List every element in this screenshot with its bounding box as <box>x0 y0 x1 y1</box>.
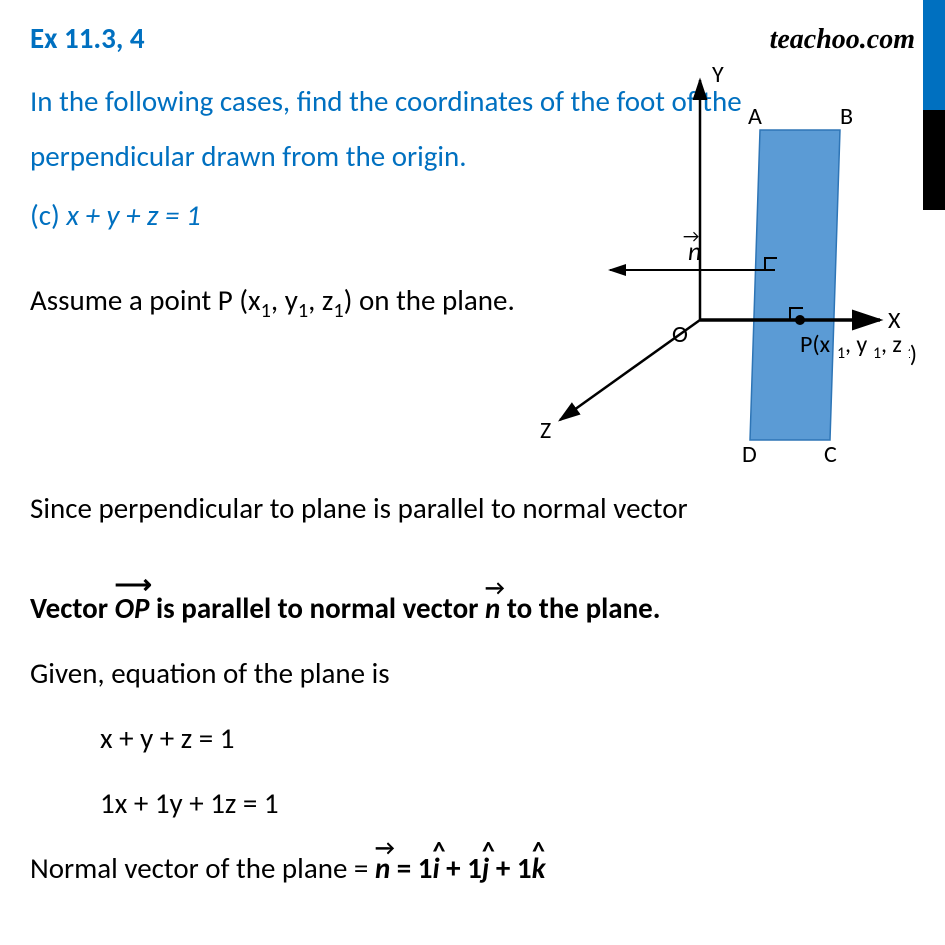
vec-n: n <box>485 581 500 636</box>
brand-logo: teachoo.com <box>770 24 915 56</box>
part-label: (c) <box>30 197 66 233</box>
label-z: Z <box>540 416 551 445</box>
point-p <box>795 315 805 325</box>
label-c: C <box>824 440 837 469</box>
exercise-title: Ex 11.3, 4 <box>30 20 145 56</box>
normal-n: n <box>375 841 390 896</box>
vec-post: to the plane. <box>500 590 660 626</box>
assume-mid1: , y <box>271 282 298 318</box>
sub-1a: 1 <box>261 299 271 323</box>
normal-i: i <box>433 841 440 896</box>
normal-plus1: + 1 <box>440 850 482 886</box>
plane-polygon <box>750 130 840 440</box>
part-equation: x + y + z = 1 <box>66 197 200 233</box>
label-p-s2: 1 <box>873 344 881 363</box>
assume-mid2: , z <box>308 282 333 318</box>
label-d: D <box>742 440 757 469</box>
label-p-m1: , y <box>845 330 867 359</box>
vec-pre: Vector <box>30 590 115 626</box>
label-p-m2: , z <box>881 330 902 359</box>
normal-plus2: + 1 <box>489 850 531 886</box>
normal-vector-line: Normal vector of the plane = n = 1i + 1j… <box>30 841 915 896</box>
stripe-black <box>923 110 945 210</box>
vec-op: OP <box>115 581 150 636</box>
vector-parallel-line: Vector OP is parallel to normal vector n… <box>30 581 915 636</box>
normal-eq: = 1 <box>390 850 432 886</box>
label-p-s1: 1 <box>837 344 845 363</box>
plane-diagram: Y X Z O A B C D n → P(x 1 , y 1 , z 1 <box>480 60 910 470</box>
sub-1c: 1 <box>333 299 343 323</box>
stripe-blue <box>923 0 945 110</box>
stripe-white <box>923 210 945 945</box>
normal-pre: Normal vector of the plane = <box>30 850 375 886</box>
label-p: P(x <box>800 330 831 359</box>
header-row: Ex 11.3, 4 teachoo.com <box>30 20 915 56</box>
right-stripe <box>923 0 945 945</box>
normal-j: j <box>482 841 489 896</box>
normal-k: k <box>532 841 546 896</box>
since-line: Since perpendicular to plane is parallel… <box>30 481 915 536</box>
label-b: B <box>840 102 853 131</box>
label-a: A <box>748 102 762 131</box>
assume-prefix: Assume a point P (x <box>30 282 261 318</box>
given-line: Given, equation of the plane is <box>30 646 915 701</box>
label-p-close: ) <box>910 340 917 369</box>
label-n-arrow: → <box>683 225 699 247</box>
label-y: Y <box>712 60 724 89</box>
label-o: O <box>672 320 688 349</box>
eq-line-1: x + y + z = 1 <box>100 711 915 766</box>
vec-mid: is parallel to normal vector <box>149 590 485 626</box>
sub-1b: 1 <box>298 299 308 323</box>
eq-line-2: 1x + 1y + 1z = 1 <box>100 776 915 831</box>
